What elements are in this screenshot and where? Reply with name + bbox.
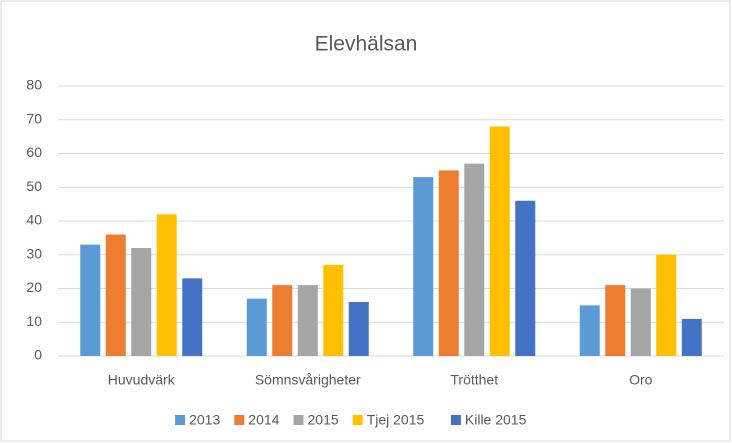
legend-label: 2015	[308, 412, 339, 428]
y-tick-label: 60	[26, 144, 42, 160]
bar	[438, 170, 459, 356]
chart-title: Elevhälsan	[315, 33, 418, 56]
x-tick-label: Oro	[629, 372, 653, 388]
bar	[630, 288, 651, 356]
legend-swatch	[293, 415, 304, 425]
legend-swatch	[450, 415, 461, 425]
bar	[246, 298, 267, 356]
y-tick-label: 10	[26, 313, 42, 329]
bar	[348, 302, 369, 356]
legend-label: 2013	[189, 412, 220, 428]
bar	[489, 126, 510, 356]
bar	[105, 234, 126, 356]
bar	[156, 214, 177, 356]
legend-label: 2014	[248, 412, 279, 428]
bar	[323, 264, 344, 356]
y-tick-label: 0	[34, 347, 42, 363]
bar	[605, 285, 626, 356]
legend-swatch	[234, 415, 245, 425]
y-tick-label: 30	[26, 245, 42, 261]
legend-swatch	[175, 415, 186, 425]
bar	[681, 318, 702, 356]
bar	[579, 305, 600, 356]
y-tick-label: 40	[26, 212, 42, 228]
legend-label: Tjej 2015	[367, 412, 425, 428]
bar	[272, 285, 293, 356]
y-tick-label: 50	[26, 178, 42, 194]
legend-label: Kille 2015	[465, 412, 527, 428]
y-tick-label: 80	[26, 77, 42, 93]
bar	[515, 200, 536, 356]
bar	[413, 177, 434, 356]
x-tick-label: Sömnsvårigheter	[255, 372, 361, 388]
y-tick-label: 70	[26, 110, 42, 126]
bar	[464, 163, 485, 356]
legend-swatch	[352, 415, 363, 425]
x-tick-label: Trötthet	[450, 372, 498, 388]
bar	[182, 278, 203, 356]
x-tick-label: Huvudvärk	[108, 372, 176, 388]
bar	[297, 285, 318, 356]
bar	[131, 248, 152, 356]
y-tick-label: 20	[26, 279, 42, 295]
bar	[656, 254, 677, 356]
bar	[80, 244, 101, 356]
